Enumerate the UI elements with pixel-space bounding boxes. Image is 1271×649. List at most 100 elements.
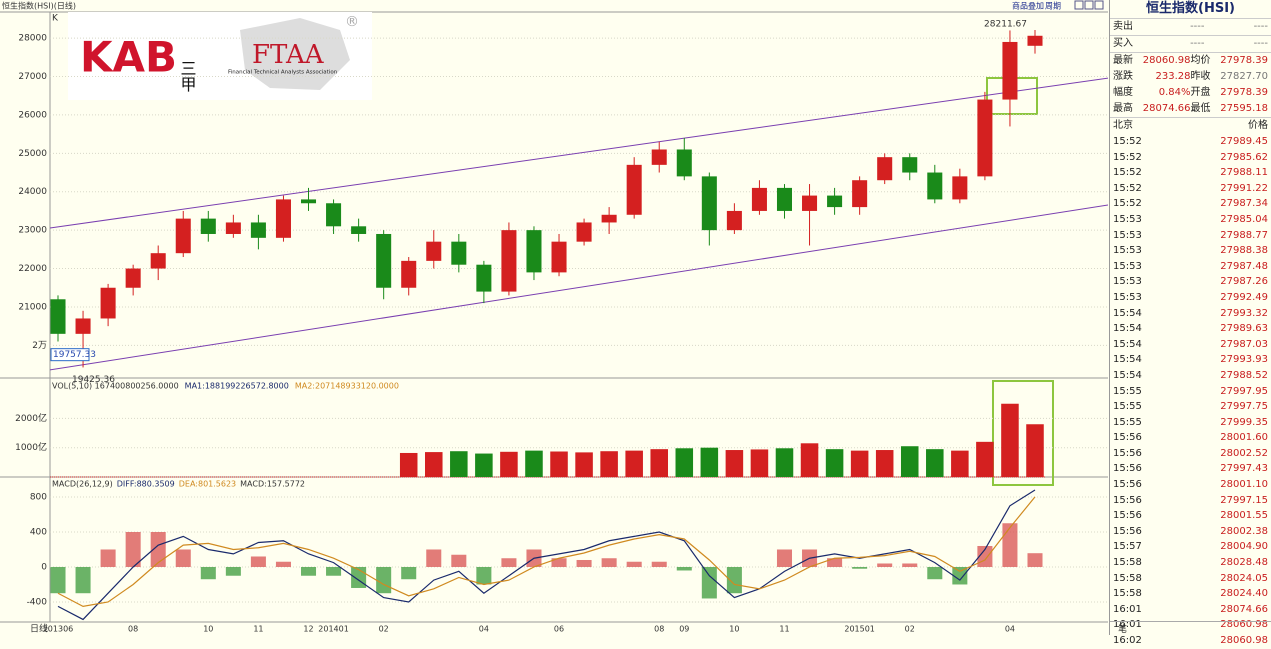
bid-ask-value: ---- [1253,38,1268,49]
menu-period[interactable]: 周期 [1045,2,1061,11]
volume-bar [926,449,944,477]
tick-price: 28060.98 [1220,619,1268,631]
tick-row: 15:54 27989.63 [1110,321,1271,337]
volume-bar [550,451,568,477]
bid-ask-label: 买入 [1113,38,1133,49]
volume-legend: MA2:207148933120.0000 [295,382,399,391]
tick-time: 15:56 [1113,432,1142,444]
watermark-reg: ® [345,14,359,30]
tick-time: 15:58 [1113,572,1142,584]
x-tick-label: 12 [303,625,313,634]
x-tick-label: 10 [203,625,213,634]
macd-bar [701,566,717,599]
candle-body [125,268,141,288]
tick-row: 15:53 27987.26 [1110,274,1271,290]
macd-bar [376,566,392,594]
y-tick-label: 400 [30,528,47,538]
x-tick-label: 02 [905,625,915,634]
watermark-ftaa-full: Financial Technical Analysts Association [228,70,338,76]
volume-bar [450,451,468,477]
tick-price: 27987.34 [1220,198,1268,210]
volume-bar [900,446,919,477]
macd-bar [952,566,968,585]
volume-legend: VOL(5,10) 167400800256.0000 [52,382,179,391]
x-tick-label: 09 [679,625,689,634]
tick-row: 15:56 28001.55 [1110,508,1271,524]
tick-time: 15:56 [1113,463,1142,475]
candle-body [852,180,868,208]
cursor-price: 19757.33 [53,350,96,360]
x-tick-label: 201501 [844,625,875,634]
watermark-kab: KAB [80,33,177,82]
window-button[interactable] [1094,0,1104,10]
tick-time: 15:52 [1113,182,1142,194]
tick-price: 27991.22 [1220,182,1268,194]
stat-label: 均价 [1190,55,1211,66]
volume-bar [1026,424,1044,477]
chart: 恒生指数(HSI)(日线) K 商品叠加 周期 日线 KAB 三甲 FTAA F… [0,0,1108,635]
stat-row: 幅度 0.84% 开盘 27978.39 [1110,85,1271,101]
tick-time: 15:58 [1113,588,1142,600]
tick-row: 16:02 28060.98 [1110,633,1271,649]
tick-time: 15:52 [1113,198,1142,210]
macd-bar [902,563,918,567]
quote-footer[interactable]: 笔 [1110,621,1271,635]
volume-bar [850,450,869,477]
bid-ask-value: ---- [1190,21,1205,32]
tick-row: 15:53 27988.77 [1110,228,1271,244]
macd-bar [200,566,216,580]
tick-time: 15:56 [1113,494,1142,506]
watermark: KAB 三甲 FTAA Financial Technical Analysts… [68,12,372,100]
macd-bar [1027,553,1043,567]
tick-time: 15:54 [1113,369,1142,381]
candle-body [902,157,918,173]
stat-label: 最高 [1113,103,1133,114]
macd-bar [776,549,793,567]
tick-row: 15:58 28024.40 [1110,586,1271,602]
tick-row: 15:58 28028.48 [1110,555,1271,571]
candle-body [100,287,116,319]
tick-price: 27987.03 [1220,338,1268,350]
tick-row: 15:56 27997.43 [1110,461,1271,477]
stat-label: 开盘 [1190,87,1211,98]
candle-body [376,233,392,288]
macd-bar [401,566,417,580]
tick-price: 28001.10 [1220,479,1268,491]
macd-bar [175,549,191,567]
macd-bar [601,558,617,567]
volume-bar [525,450,543,477]
window-button[interactable] [1084,0,1094,10]
candle-body [802,195,818,211]
tick-row: 16:01 28060.98 [1110,617,1271,633]
window-button[interactable] [1074,0,1084,10]
menu-overlay[interactable]: 商品叠加 [1012,1,1044,11]
y-tick-label: 0 [41,562,47,572]
candle-body [626,164,642,215]
quote-panel: 恒生指数(HSI) 卖出 ---- ---- 买入 ---- ---- 最新 28060.98… [1109,0,1271,646]
tick-row: 15:54 27993.32 [1110,306,1271,322]
tick-row: 15:53 27988.38 [1110,243,1271,259]
candle-body [751,187,767,211]
macd-bar [852,566,868,569]
x-tick-label: 11 [253,625,263,634]
tick-time: 15:53 [1113,245,1142,257]
tick-row: 15:53 27987.48 [1110,259,1271,275]
tick-row: 15:52 27988.11 [1110,165,1271,181]
candle-body [701,176,717,231]
tick-time: 15:56 [1113,479,1142,491]
watermark-ftaa: FTAA [252,40,325,70]
candle-body [827,195,843,208]
macd-bar [75,566,91,594]
macd-legend: MACD:157.5772 [240,480,305,489]
volume-bar [951,450,969,477]
tick-price: 28074.66 [1220,603,1268,615]
candle-body [776,187,793,211]
macd-bar [250,556,266,567]
stat-value: 27978.39 [1220,55,1268,66]
bid-ask-value: ---- [1190,38,1205,49]
candle-body [676,149,692,177]
macd-line [57,496,1036,607]
x-tick-label: 04 [479,625,489,634]
stat-label: 最新 [1113,55,1133,66]
low-label: 19425.36 [72,375,115,385]
